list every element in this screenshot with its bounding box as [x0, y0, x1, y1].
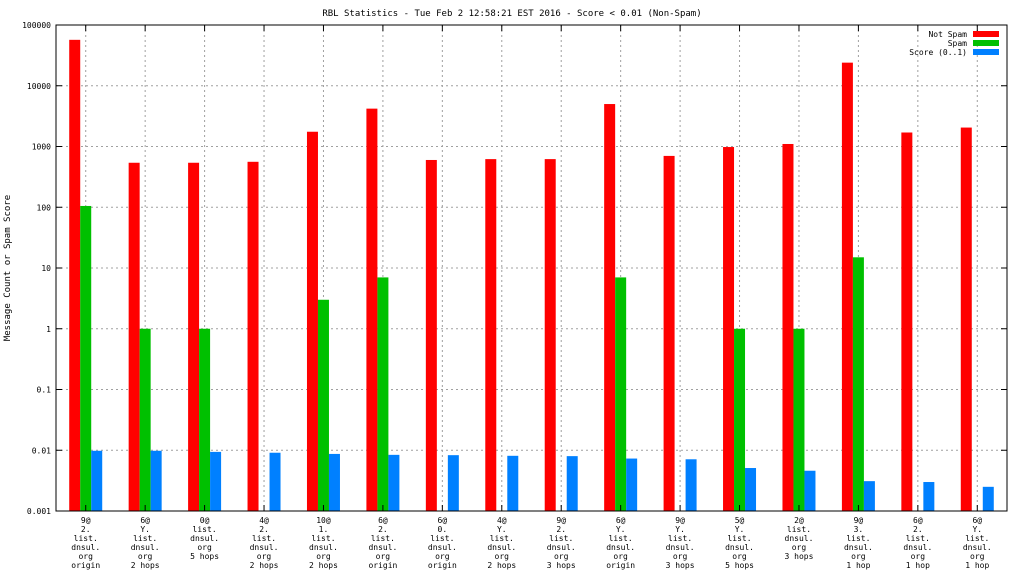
legend-label: Not Spam: [928, 30, 967, 39]
x-tick-label: 10@ 1. list. dnsul. org 2 hops: [309, 516, 338, 570]
bar: [485, 159, 497, 512]
bar: [150, 450, 162, 511]
y-tick-label: 0.01: [32, 446, 51, 455]
y-tick-label: 100000: [22, 21, 51, 30]
bar-series: [69, 39, 994, 512]
bar: [982, 486, 994, 511]
bar: [317, 299, 329, 511]
x-axis-ticks: 9@ 2. list. dnsul. org origin 6@ Y. list. dnsul. o…: [71, 25, 992, 570]
bar: [615, 277, 627, 511]
y-tick-label: 10000: [27, 82, 51, 91]
x-tick-label: 4@ Y. list. dnsul. org 2 hops: [487, 516, 516, 570]
bar: [723, 147, 735, 511]
chart-title: RBL Statistics - Tue Feb 2 12:58:21 EST …: [322, 9, 701, 19]
x-tick-label: 6@ 2. list. dnsul. org 1 hop: [903, 516, 932, 570]
x-tick-label: 2@ list. dnsul. org 3 hops: [785, 516, 814, 561]
y-tick-label: 10: [41, 264, 51, 273]
bar: [782, 143, 794, 511]
y-axis-ticks: 0.001 0.01 0.1 1 10 100 1000 10000 100000: [22, 21, 1007, 516]
y-tick-label: 1000: [32, 143, 51, 152]
y-tick-label: 0.1: [37, 386, 52, 395]
legend-swatch: [973, 31, 999, 37]
y-tick-label: 100: [37, 203, 52, 212]
x-tick-label: 6@ 0. list. dnsul. org origin: [428, 516, 457, 570]
x-tick-label: 6@ Y. list. dnsul. org origin: [606, 516, 635, 570]
bar: [852, 257, 864, 511]
legend-swatch: [973, 49, 999, 55]
x-tick-label: 9@ 3. list. dnsul. org 1 hop: [844, 516, 873, 570]
y-axis-label: Message Count or Spam Score: [3, 195, 13, 341]
y-tick-label: 0.001: [27, 507, 51, 516]
bar: [269, 452, 281, 511]
bar: [188, 162, 200, 511]
legend-swatch: [973, 40, 999, 46]
bar: [804, 470, 816, 511]
x-tick-label: 0@ list. dnsul. org 5 hops: [190, 516, 219, 561]
bar: [604, 104, 616, 512]
bar: [901, 132, 913, 511]
bar: [544, 159, 556, 512]
bar: [199, 328, 211, 511]
x-tick-label: 6@ Y. list. dnsul. org 2 hops: [131, 516, 160, 570]
bar: [626, 458, 638, 511]
bar: [507, 455, 519, 511]
bar: [80, 205, 92, 511]
bar: [247, 161, 259, 511]
bar: [91, 450, 103, 511]
y-tick-label: 1: [46, 325, 51, 334]
bar: [734, 328, 746, 511]
bar: [377, 277, 389, 511]
x-tick-label: 6@ 2. list. dnsul. org origin: [368, 516, 397, 570]
bar: [841, 62, 853, 512]
bar: [793, 328, 805, 511]
bar: [663, 155, 675, 512]
bar: [139, 328, 151, 511]
bar: [566, 456, 578, 511]
x-tick-label: 5@ Y. list. dnsul. org 5 hops: [725, 516, 754, 570]
x-tick-label: 9@ 2. list. dnsul. org origin: [71, 516, 100, 570]
bar: [210, 451, 222, 511]
legend-label: Spam: [948, 39, 967, 48]
x-tick-label: 4@ 2. list. dnsul. org 2 hops: [250, 516, 279, 570]
bar: [388, 454, 400, 511]
bar: [863, 481, 875, 511]
x-tick-label: 9@ Y. list. dnsul. org 3 hops: [666, 516, 695, 570]
x-tick-label: 6@ Y. list. dnsul. org 1 hop: [963, 516, 992, 570]
bar: [328, 453, 340, 511]
bar: [128, 162, 140, 511]
bar: [447, 455, 459, 511]
bar: [745, 468, 757, 511]
bar: [366, 108, 378, 511]
bar: [960, 127, 972, 512]
bar: [923, 482, 935, 511]
legend-label: Score (0..1): [909, 48, 967, 57]
bar: [306, 131, 318, 511]
bar: [685, 459, 697, 511]
bar: [69, 39, 81, 512]
bar: [425, 159, 437, 512]
x-tick-label: 9@ 2. list. dnsul. org 3 hops: [547, 516, 576, 570]
